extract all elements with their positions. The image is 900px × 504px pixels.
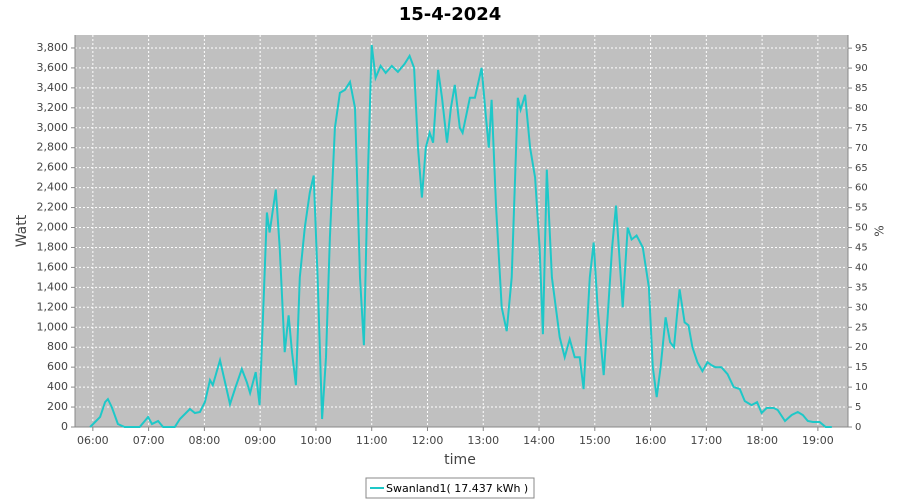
- x-tick-label: 19:00: [802, 434, 834, 447]
- y2-tick-label: 25: [855, 322, 868, 333]
- y-tick-label: 2,400: [37, 181, 69, 194]
- y-tick-label: 0: [61, 420, 68, 433]
- y-tick-label: 1,600: [37, 260, 69, 273]
- y2-tick-label: 60: [855, 183, 868, 194]
- x-axis-label: time: [444, 452, 476, 468]
- x-tick-label: 14:00: [523, 434, 555, 447]
- chart-title: 15-4-2024: [399, 4, 502, 25]
- y-tick-label: 2,000: [37, 221, 69, 234]
- y-tick-label: 600: [47, 360, 68, 373]
- y2-tick-label: 80: [855, 103, 868, 114]
- y-tick-label: 1,800: [37, 240, 69, 253]
- y-tick-label: 200: [47, 400, 68, 413]
- y-tick-label: 3,400: [37, 81, 69, 94]
- y2-tick-label: 90: [855, 63, 868, 74]
- y-tick-label: 3,000: [37, 121, 69, 134]
- y-tick-label: 800: [47, 340, 68, 353]
- legend-label: Swanland1( 17.437 kWh ): [386, 482, 528, 495]
- y2-tick-label: 5: [855, 402, 861, 413]
- y-tick-label: 1,200: [37, 300, 69, 313]
- x-tick-label: 06:00: [77, 434, 109, 447]
- x-tick-label: 08:00: [189, 434, 221, 447]
- x-tick-label: 07:00: [133, 434, 165, 447]
- y2-tick-label: 50: [855, 223, 868, 234]
- y2-tick-label: 15: [855, 362, 868, 373]
- x-tick-label: 10:00: [300, 434, 332, 447]
- legend-box: [365, 477, 535, 499]
- plot-area: [75, 35, 848, 427]
- y2-tick-label: 70: [855, 143, 868, 154]
- y2-tick-label: 75: [855, 123, 868, 134]
- y2-tick-label: 40: [855, 262, 868, 273]
- y2-tick-label: 45: [855, 243, 868, 254]
- y-tick-label: 2,200: [37, 201, 69, 214]
- y-tick-label: 3,600: [37, 61, 69, 74]
- y-tick-label: 1,000: [37, 320, 69, 333]
- x-tick-label: 18:00: [746, 434, 778, 447]
- x-tick-label: 17:00: [690, 434, 722, 447]
- y2-axis-label: %: [873, 225, 887, 236]
- y2-tick-label: 65: [855, 163, 868, 174]
- y2-tick-label: 55: [855, 203, 868, 214]
- y-tick-label: 1,400: [37, 280, 69, 293]
- y-axis-label: Watt: [14, 214, 30, 247]
- y2-tick-label: 95: [855, 43, 868, 54]
- x-tick-label: 11:00: [356, 434, 388, 447]
- y-tick-label: 400: [47, 380, 68, 393]
- y-tick-label: 3,800: [37, 41, 69, 54]
- series-line: [89, 44, 832, 428]
- x-tick-label: 16:00: [635, 434, 667, 447]
- y2-tick-label: 20: [855, 342, 868, 353]
- y2-tick-label: 85: [855, 83, 868, 94]
- y-tick-label: 2,600: [37, 161, 69, 174]
- y-tick-label: 3,200: [37, 101, 69, 114]
- y2-tick-label: 0: [855, 422, 861, 433]
- y2-tick-label: 35: [855, 282, 868, 293]
- x-tick-label: 12:00: [412, 434, 444, 447]
- y-tick-label: 2,800: [37, 141, 69, 154]
- y2-tick-label: 30: [855, 302, 868, 313]
- x-tick-label: 13:00: [467, 434, 499, 447]
- x-tick-label: 09:00: [244, 434, 276, 447]
- x-tick-label: 15:00: [579, 434, 611, 447]
- y2-tick-label: 10: [855, 382, 868, 393]
